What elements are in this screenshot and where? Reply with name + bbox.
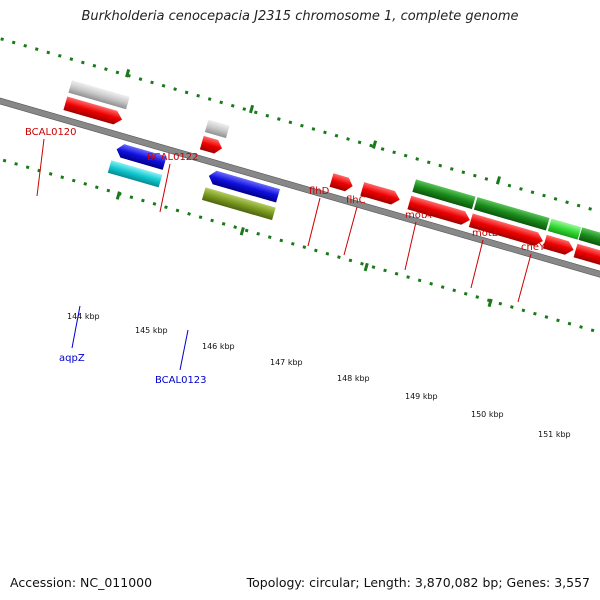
callout-chey: [517, 253, 532, 303]
tick-label-146: 146 kbp: [202, 342, 235, 351]
genome-backbone: [0, 87, 600, 311]
gene-bcal0120[interactable]: [63, 96, 124, 126]
label-bcal0120: BCAL0120: [25, 127, 77, 138]
callout-flhc: [343, 206, 358, 256]
label-chey: cheY: [521, 242, 546, 253]
callout-motb: [470, 239, 484, 289]
label-bcal0123: BCAL0123: [155, 375, 207, 386]
label-motb: motB: [472, 228, 499, 239]
map-title: Burkholderia cenocepacia J2315 chromosom…: [81, 9, 519, 24]
major-tick: [371, 140, 378, 149]
tick-label-144: 144 kbp: [67, 312, 100, 321]
tick-label-151: 151 kbp: [538, 430, 571, 439]
gene-chey[interactable]: [542, 234, 576, 257]
major-tick: [115, 191, 121, 200]
label-flhc: flhC: [346, 195, 366, 206]
gene-mota-green[interactable]: [412, 179, 476, 210]
callout-bcal0120: [36, 138, 45, 197]
gene-flhc[interactable]: [360, 182, 401, 206]
tick-label-149: 149 kbp: [405, 392, 438, 401]
gene-bcal0120-pseudo[interactable]: [68, 80, 130, 110]
gene-aqpz[interactable]: [115, 143, 167, 170]
label-mota: motA: [405, 210, 432, 221]
callout-aqpz: [71, 305, 81, 349]
gene-aqpz-product[interactable]: [107, 160, 163, 188]
major-tick: [248, 104, 255, 114]
tick-label-147: 147 kbp: [270, 358, 303, 367]
label-aqpz: aqpZ: [59, 353, 85, 364]
gene-mota[interactable]: [407, 195, 471, 227]
callout-mota: [404, 221, 417, 271]
gene-flhd[interactable]: [329, 173, 355, 193]
tick-label-148: 148 kbp: [337, 374, 370, 383]
gene-bcal0123[interactable]: [207, 169, 280, 203]
tick-label-150: 150 kbp: [471, 410, 504, 419]
major-tick: [239, 227, 245, 236]
gene-bcal0122[interactable]: [199, 135, 224, 155]
gene-chey-green[interactable]: [547, 218, 582, 240]
accession-text: Accession: NC_011000: [10, 575, 153, 590]
label-flhd: flhD: [309, 186, 330, 197]
callout-bcal0123: [179, 329, 189, 371]
guide-dots-bottom: [0, 148, 600, 363]
major-tick: [487, 298, 493, 308]
callout-bcal0122: [159, 163, 171, 213]
gene-bcal0123-product[interactable]: [201, 187, 276, 221]
genome-info-text: Topology: circular; Length: 3,870,082 bp…: [246, 575, 590, 590]
gene-motb-green[interactable]: [473, 197, 550, 231]
major-tick: [495, 176, 502, 185]
gene-bcal0122-pseudo[interactable]: [204, 119, 230, 139]
major-tick: [125, 69, 131, 78]
callout-flhd: [307, 197, 321, 247]
label-bcal0122: BCAL0122: [147, 152, 199, 163]
gene-motb[interactable]: [468, 213, 545, 248]
tick-label-145: 145 kbp: [135, 326, 168, 335]
major-tick: [363, 262, 369, 272]
